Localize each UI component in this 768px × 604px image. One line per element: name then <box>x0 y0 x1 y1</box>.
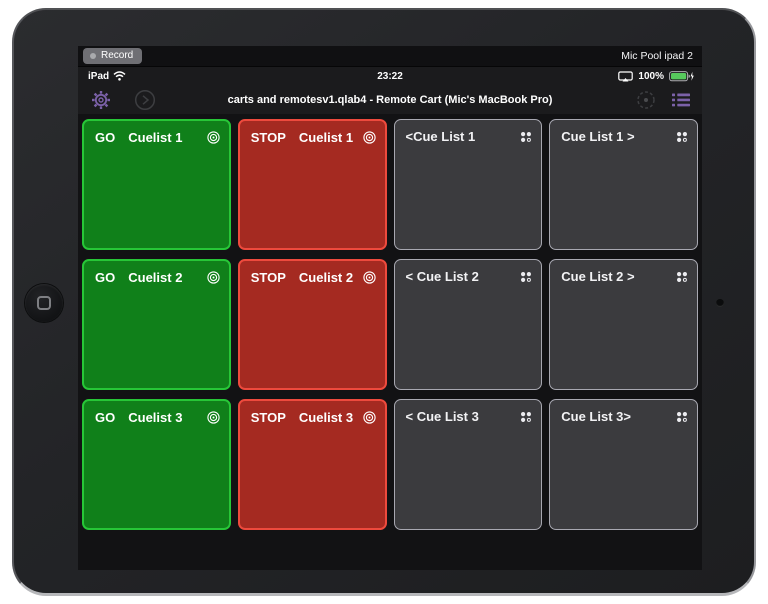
target-circle-icon[interactable] <box>636 90 656 110</box>
cart-button-action: GO <box>95 130 116 145</box>
cart-button-action: STOP <box>250 130 286 145</box>
ipad-screen: Record Mic Pool ipad 2 iPad 23:22 100 <box>78 46 702 570</box>
bullseye-icon <box>207 411 220 424</box>
cart-button-cuelist-nav[interactable]: <Cue List 1 <box>393 119 543 250</box>
four-dots-icon <box>676 131 688 143</box>
device-name-label: Mic Pool ipad 2 <box>621 50 693 62</box>
bullseye-icon <box>207 271 220 284</box>
bullseye-icon <box>207 271 220 284</box>
four-dots-icon <box>677 271 687 282</box>
cart-button-cuelist-nav[interactable]: Cue List 3> <box>549 399 698 530</box>
app-toolbar: carts and remotesv1.qlab4 - Remote Cart … <box>78 85 702 114</box>
workspace-title: carts and remotesv1.qlab4 - Remote Cart … <box>227 93 553 106</box>
cart-button-target: Cuelist 3 <box>128 410 183 425</box>
cart-button-target: Cuelist 1 <box>128 130 183 145</box>
cart-button-label: Cue List 1 > <box>561 129 635 144</box>
front-camera <box>716 299 724 307</box>
record-dot-icon <box>90 52 96 59</box>
cart-button-stop-cuelist-1[interactable]: STOP Cuelist 1 <box>237 119 387 250</box>
bullseye-icon <box>207 131 220 144</box>
cart-button-action: GO <box>95 270 116 285</box>
cart-button-action: GO <box>95 410 116 425</box>
cart-button-label: < Cue List 3 <box>405 409 479 424</box>
cart-button-label: Cue List 3> <box>561 409 631 424</box>
cart-button-label: < Cue List 2 <box>405 269 479 284</box>
record-button-label: Record <box>101 50 134 61</box>
cart-button-cuelist-nav[interactable]: Cue List 1 > <box>549 119 698 250</box>
four-dots-icon <box>677 411 687 422</box>
record-button[interactable]: Record <box>83 48 143 64</box>
cart-grid: GO Cuelist 1 STOP Cuelist 1 <Cue List 1 Cue L… <box>82 119 698 530</box>
recording-bar: Record Mic Pool ipad 2 <box>78 46 702 67</box>
cart-button-action: STOP <box>250 410 286 425</box>
four-dots-icon <box>520 411 532 423</box>
four-dots-icon <box>520 131 532 143</box>
bullseye-icon <box>362 131 376 144</box>
battery-percent-label: 100% <box>638 70 664 82</box>
carrier-label: iPad <box>88 70 110 82</box>
status-bar: iPad 23:22 100% <box>78 67 702 85</box>
bullseye-icon <box>207 131 220 144</box>
cart-button-target: Cuelist 3 <box>298 410 354 425</box>
bullseye-icon <box>362 271 376 284</box>
settings-gear-icon[interactable] <box>91 90 111 110</box>
four-dots-icon <box>520 271 532 283</box>
cart-button-stop-cuelist-2[interactable]: STOP Cuelist 2 <box>237 259 387 390</box>
battery-charging-icon <box>669 70 694 81</box>
clock-label: 23:22 <box>377 70 403 82</box>
bullseye-icon <box>362 271 376 284</box>
bullseye-icon <box>362 411 376 424</box>
cart-button-go-cuelist-3[interactable]: GO Cuelist 3 <box>82 399 231 530</box>
wifi-icon <box>113 71 126 81</box>
ipad-device-frame: Record Mic Pool ipad 2 iPad 23:22 100 <box>12 8 756 596</box>
four-dots-icon <box>676 271 688 283</box>
bullseye-icon <box>207 411 220 424</box>
cart-button-label: <Cue List 1 <box>405 129 476 144</box>
cart-button-target: Cuelist 2 <box>128 270 183 285</box>
cart-button-go-cuelist-2[interactable]: GO Cuelist 2 <box>82 259 231 390</box>
cart-button-cuelist-nav[interactable]: < Cue List 2 <box>393 259 543 390</box>
four-dots-icon <box>521 411 532 422</box>
cart-button-cuelist-nav[interactable]: Cue List 2 > <box>549 259 698 390</box>
four-dots-icon <box>521 131 532 142</box>
screen-mirroring-icon <box>618 70 634 81</box>
four-dots-icon <box>521 271 532 282</box>
cart-grid-area: GO Cuelist 1 STOP Cuelist 1 <Cue List 1 Cue L… <box>78 114 702 570</box>
cart-button-target: Cuelist 1 <box>298 130 354 145</box>
bullseye-icon <box>362 411 376 424</box>
home-button-square-icon <box>37 296 51 310</box>
go-chevron-circle-icon[interactable] <box>134 89 156 111</box>
cart-button-target: Cuelist 2 <box>298 270 354 285</box>
four-dots-icon <box>676 411 688 423</box>
cart-button-action: STOP <box>250 270 286 285</box>
bullseye-icon <box>362 131 376 144</box>
four-dots-icon <box>677 131 687 142</box>
cue-list-icon[interactable] <box>672 93 690 107</box>
home-button[interactable] <box>25 284 63 322</box>
cart-button-cuelist-nav[interactable]: < Cue List 3 <box>393 399 543 530</box>
cart-button-go-cuelist-1[interactable]: GO Cuelist 1 <box>82 119 231 250</box>
cart-button-stop-cuelist-3[interactable]: STOP Cuelist 3 <box>237 399 387 530</box>
cart-button-label: Cue List 2 > <box>561 269 635 284</box>
